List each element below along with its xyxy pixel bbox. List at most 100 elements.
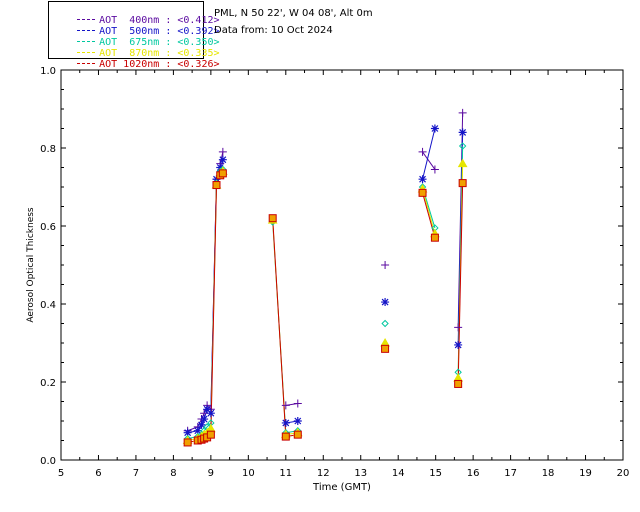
data-point (430, 165, 439, 174)
data-point (381, 319, 389, 328)
x-tick-label: 12 (317, 468, 330, 479)
star-marker (381, 298, 390, 307)
square-marker (454, 379, 463, 388)
square-marker (418, 188, 427, 197)
data-point (454, 340, 463, 349)
data-point (458, 179, 467, 188)
star-marker (216, 163, 225, 172)
series-line-segment (272, 218, 287, 437)
data-point (381, 298, 390, 307)
legend: AOT 400nm : <0.412> AOT 500nm : <0.392> … (48, 1, 220, 70)
series-line-segment (422, 151, 436, 170)
legend-swatch (77, 30, 96, 32)
data-point (293, 430, 302, 439)
data-point (454, 323, 463, 332)
data-point (206, 430, 215, 439)
plus-marker (454, 323, 463, 332)
data-point (458, 142, 467, 150)
star-marker (281, 418, 290, 427)
x-tick-label: 13 (354, 468, 367, 479)
plus-marker (281, 401, 290, 410)
data-point (458, 128, 467, 137)
data-point (193, 426, 202, 435)
triangle-marker (457, 158, 468, 168)
data-point (216, 163, 225, 172)
y-axis-label: Aerosol Optical Thickness (26, 207, 36, 323)
data-point (418, 175, 427, 184)
data-point (197, 420, 206, 429)
star-marker (183, 428, 192, 437)
star-marker (418, 175, 427, 184)
legend-label: AOT 400nm : <0.412> (99, 15, 220, 26)
data-point (418, 188, 427, 197)
data-point (430, 124, 439, 133)
legend-label: AOT 870nm : <0.335> (99, 48, 220, 59)
square-marker (458, 179, 467, 188)
data-point (381, 344, 390, 353)
square-marker (183, 438, 192, 447)
data-point (200, 415, 209, 424)
star-marker (206, 409, 215, 418)
legend-swatch (77, 19, 96, 21)
square-marker (381, 344, 390, 353)
data-point (268, 214, 277, 223)
x-tick-label: 11 (279, 468, 292, 479)
x-tick-label: 9 (208, 468, 214, 479)
data-point (454, 379, 463, 388)
legend-item: AOT 400nm : <0.412> (53, 4, 220, 26)
legend-swatch (77, 41, 96, 43)
x-tick-label: 6 (95, 468, 101, 479)
diamond-marker (381, 319, 389, 328)
legend-label: AOT 675nm : <0.350> (99, 37, 220, 48)
series-line-segment (210, 185, 217, 435)
plus-marker (293, 399, 302, 408)
star-marker (197, 420, 206, 429)
star-marker (200, 415, 209, 424)
x-tick-label: 18 (542, 468, 555, 479)
y-tick-label: 0.0 (40, 456, 56, 467)
x-tick-label: 10 (242, 468, 255, 479)
star-marker (218, 155, 227, 164)
data-point (293, 399, 302, 408)
axes: 5 6 7 8 9 10 11 12 13 14 15 16 17 18 19 20 0.0 0.2 0.4 0.6 0… (40, 66, 629, 479)
series-line-segment (187, 426, 198, 432)
square-marker (212, 181, 221, 190)
x-tick-label: 14 (392, 468, 405, 479)
y-tick-label: 0.2 (40, 378, 56, 389)
legend-label: AOT 500nm : <0.392> (99, 26, 220, 37)
data-point (458, 108, 467, 117)
series-marks (182, 108, 468, 447)
square-marker (281, 432, 290, 441)
data-point (183, 428, 192, 437)
legend-swatch (77, 63, 96, 65)
series-line-segment (422, 192, 436, 238)
square-marker (218, 169, 227, 178)
series-line-segment (206, 422, 212, 428)
data-point (430, 233, 439, 242)
star-marker (193, 426, 202, 435)
x-tick-label: 5 (58, 468, 64, 479)
date-info: Data from: 10 Oct 2024 (214, 25, 333, 36)
diamond-marker (458, 142, 467, 150)
data-point (218, 147, 227, 156)
y-tick-label: 1.0 (40, 66, 56, 77)
data-point (218, 155, 227, 164)
legend-item: AOT 500nm : <0.392> (53, 15, 220, 37)
site-info: PML, N 50 22', W 04 08', Alt 0m (214, 8, 373, 19)
square-marker (206, 430, 215, 439)
square-marker (268, 214, 277, 223)
x-tick-label: 20 (617, 468, 630, 479)
x-axis-label: Time (GMT) (312, 482, 371, 493)
y-tick-label: 0.8 (40, 144, 56, 155)
legend-item: AOT 1020nm : <0.326> (53, 48, 220, 70)
data-point (203, 405, 212, 414)
x-tick-label: 19 (579, 468, 592, 479)
data-point (212, 181, 221, 190)
data-point (457, 158, 468, 168)
data-point (418, 147, 427, 156)
data-point (381, 261, 390, 269)
series-lines (187, 112, 464, 443)
data-point (281, 432, 290, 441)
series-line-segment (457, 183, 464, 384)
